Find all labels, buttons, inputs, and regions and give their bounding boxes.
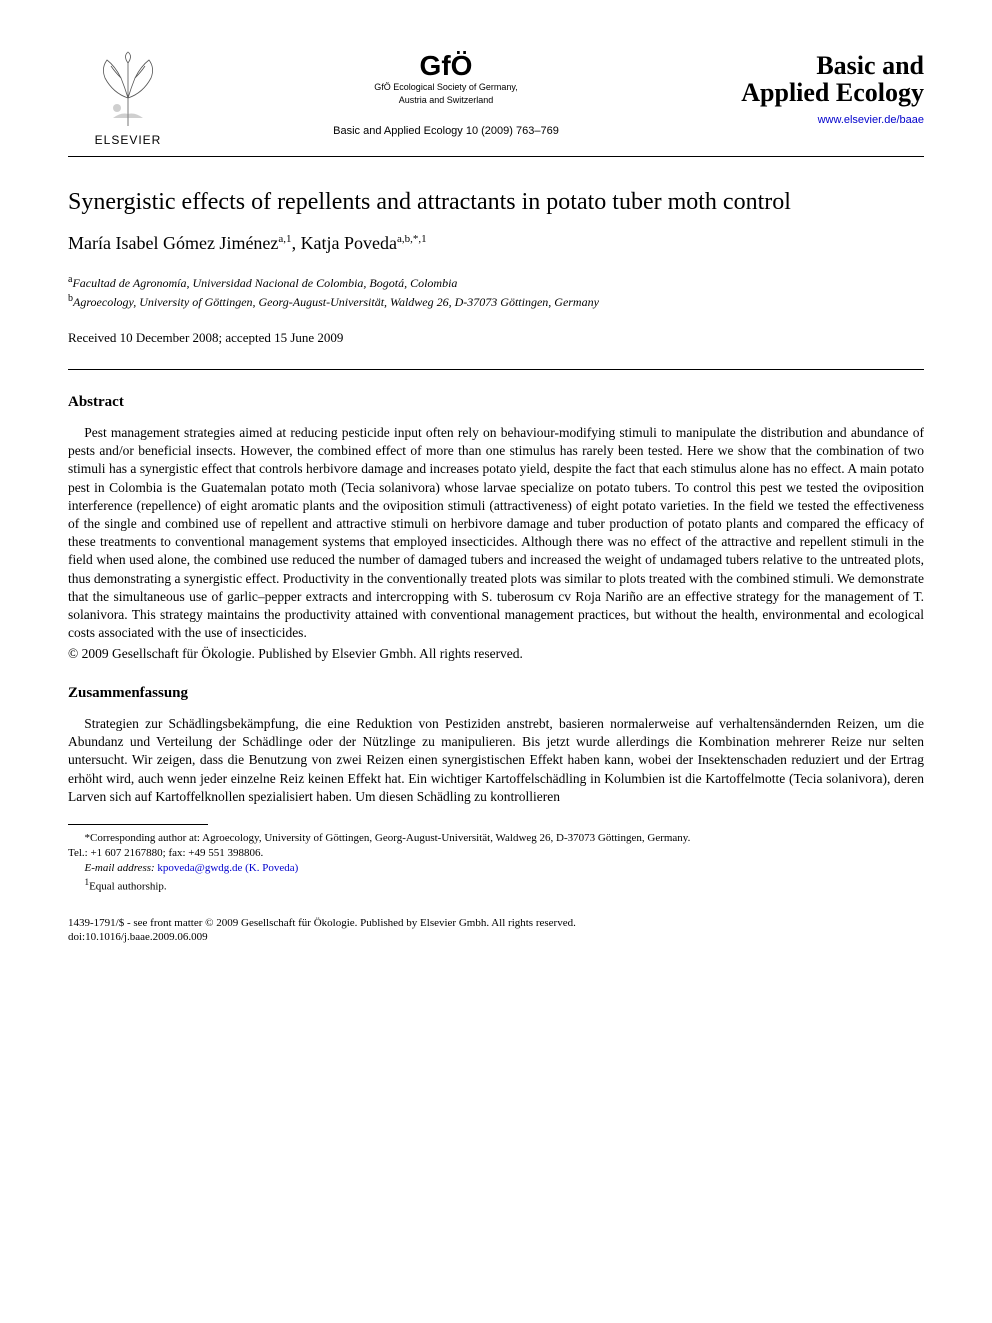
tel-fax-note: Tel.: +1 607 2167880; fax: +49 551 39880… <box>68 846 924 861</box>
equal-authorship-note: 1Equal authorship. <box>68 876 924 895</box>
authors-line: María Isabel Gómez Jiméneza,1, Katja Pov… <box>68 231 924 255</box>
zusammenfassung-heading: Zusammenfassung <box>68 683 924 703</box>
article-dates: Received 10 December 2008; accepted 15 J… <box>68 329 924 347</box>
corresponding-author-note: *Corresponding author at: Agroecology, U… <box>68 831 924 846</box>
author-1-sup: a,1 <box>278 233 291 245</box>
affil-b-text: Agroecology, University of Göttingen, Ge… <box>73 295 599 309</box>
header-rule <box>68 156 924 157</box>
publisher-name: ELSEVIER <box>95 132 162 148</box>
affiliations: aFacultad de Agronomía, Universidad Naci… <box>68 273 924 311</box>
author-2: Katja Poveda <box>301 233 397 253</box>
affil-a-text: Facultad de Agronomía, Universidad Nacio… <box>72 276 457 290</box>
publisher-block: ELSEVIER <box>68 48 188 148</box>
journal-block: Basic and Applied Ecology www.elsevier.d… <box>704 48 924 127</box>
email-link[interactable]: kpoveda@gwdg.de (K. Poveda) <box>157 862 298 874</box>
journal-name-line2: Applied Ecology <box>704 79 924 106</box>
society-logo: GfÖ <box>188 52 704 80</box>
zusammenfassung-body: Strategien zur Schädlingsbekämpfung, die… <box>68 715 924 806</box>
affiliation-a: aFacultad de Agronomía, Universidad Naci… <box>68 273 924 292</box>
elsevier-tree-icon <box>93 48 163 128</box>
bottom-block: 1439-1791/$ - see front matter © 2009 Ge… <box>68 916 924 945</box>
affiliation-b: bAgroecology, University of Göttingen, G… <box>68 292 924 311</box>
equal-text: Equal authorship. <box>89 880 167 892</box>
society-name-line2: Austria and Switzerland <box>188 95 704 106</box>
society-block: GfÖ GfÖ Ecological Society of Germany, A… <box>188 48 704 138</box>
footnotes-block: *Corresponding author at: Agroecology, U… <box>68 831 924 894</box>
footnote-rule <box>68 824 208 825</box>
citation-line: Basic and Applied Ecology 10 (2009) 763–… <box>188 124 704 139</box>
abstract-top-rule <box>68 369 924 370</box>
abstract-heading: Abstract <box>68 392 924 412</box>
page-header: ELSEVIER GfÖ GfÖ Ecological Society of G… <box>68 48 924 148</box>
abstract-body: Pest management strategies aimed at redu… <box>68 424 924 643</box>
issn-line: 1439-1791/$ - see front matter © 2009 Ge… <box>68 916 924 930</box>
author-1: María Isabel Gómez Jiménez <box>68 233 278 253</box>
email-line: E-mail address: kpoveda@gwdg.de (K. Pove… <box>68 861 924 876</box>
author-2-sup: a,b,*,1 <box>397 233 427 245</box>
doi-line: doi:10.1016/j.baae.2009.06.009 <box>68 930 924 944</box>
article-title: Synergistic effects of repellents and at… <box>68 187 924 217</box>
journal-name-line1: Basic and <box>704 52 924 79</box>
abstract-copyright: © 2009 Gesellschaft für Ökologie. Publis… <box>68 645 924 663</box>
society-name-line1: GfÖ Ecological Society of Germany, <box>188 82 704 93</box>
authors-separator: , <box>292 233 301 253</box>
email-label: E-mail address: <box>85 862 155 874</box>
journal-url-link[interactable]: www.elsevier.de/baae <box>704 113 924 128</box>
